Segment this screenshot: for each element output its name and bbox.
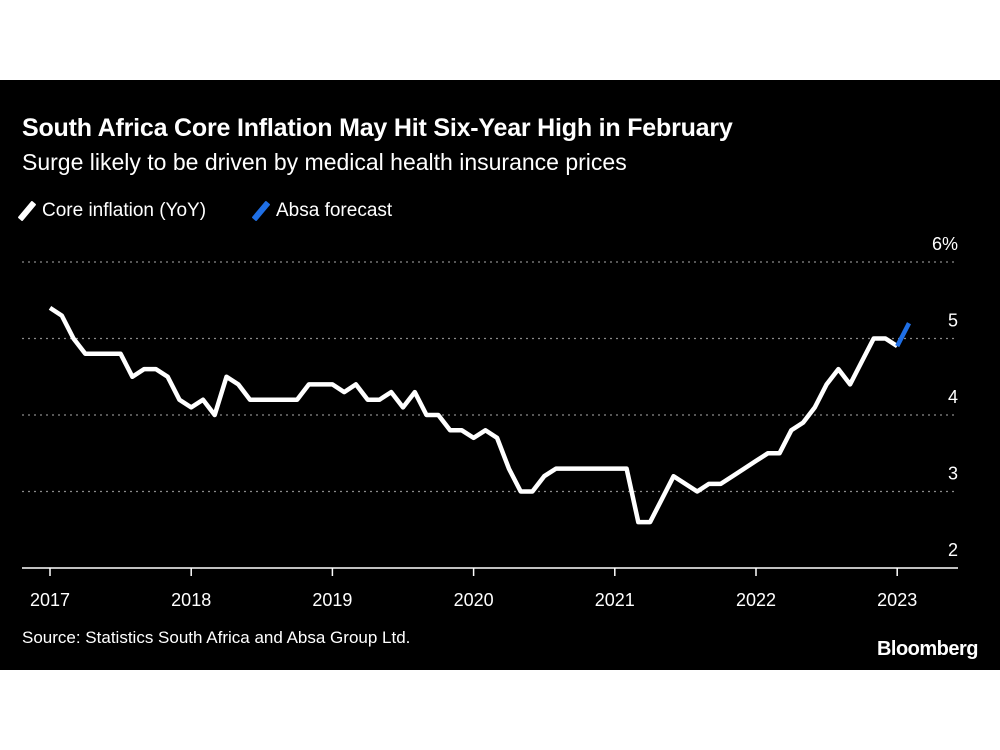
source-note: Source: Statistics South Africa and Absa…	[22, 628, 411, 647]
x-tick-label-2023: 2023	[877, 590, 917, 610]
chart-subtitle: Surge likely to be driven by medical hea…	[22, 149, 627, 175]
y-tick-label-5: 5	[948, 311, 958, 331]
bloomberg-logo: Bloomberg	[876, 638, 979, 660]
y-tick-label-4: 4	[948, 387, 958, 407]
y-tick-label-2: 2	[948, 540, 958, 560]
x-tick-label-2018: 2018	[171, 590, 211, 610]
legend-core-inflation: Core inflation (YoY)	[17, 200, 207, 222]
legend-forecast-label: Absa forecast	[276, 200, 393, 221]
x-tick-label-2022: 2022	[736, 590, 776, 610]
x-tick-label-2020: 2020	[454, 590, 494, 610]
x-tick-label-2017: 2017	[30, 590, 70, 610]
x-tick-label-2021: 2021	[595, 590, 635, 610]
chart-title: South Africa Core Inflation May Hit Six-…	[22, 114, 733, 142]
legend-absa-forecast: Absa forecast	[251, 200, 393, 222]
x-tick-label-2019: 2019	[312, 590, 352, 610]
y-tick-label-6: 6%	[932, 234, 958, 254]
y-tick-label-3: 3	[948, 464, 958, 484]
series-line-absa-forecast	[895, 322, 912, 348]
series-line-core-inflation	[48, 306, 899, 525]
legend-core-label: Core inflation (YoY)	[42, 200, 207, 221]
